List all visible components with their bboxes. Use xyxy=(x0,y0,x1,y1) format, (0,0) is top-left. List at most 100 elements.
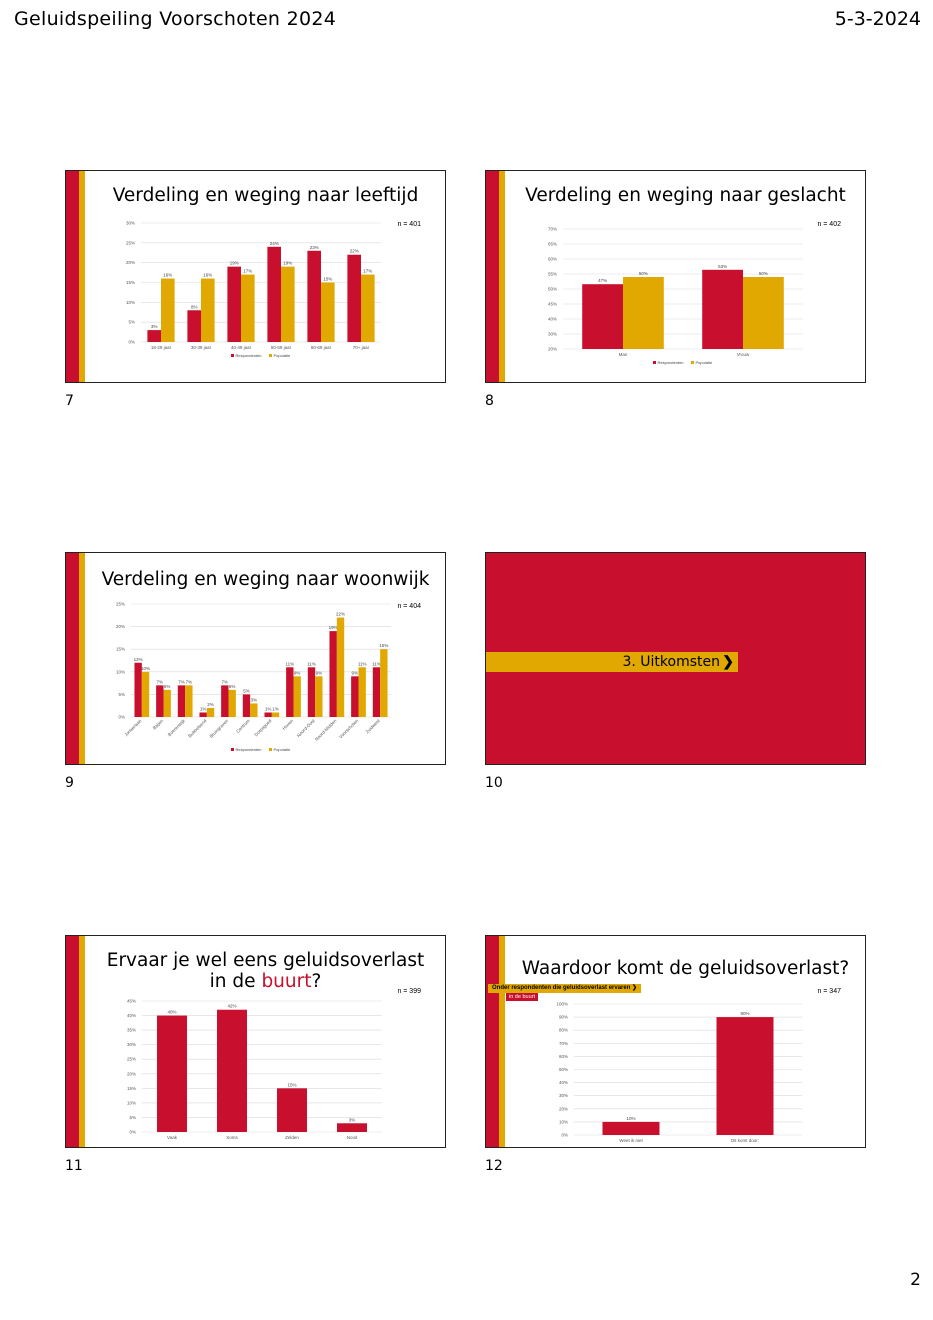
legend-label: Populatie xyxy=(274,353,291,358)
y-tick-label: 70% xyxy=(559,1041,568,1046)
x-tick-label: Weet ik niet xyxy=(619,1138,643,1143)
chevron-right-icon: ❯ xyxy=(632,985,638,991)
slide-accent-red xyxy=(66,936,79,1147)
district-chart: 0%5%10%15%20%25%12%10%Jonkerlaan7%6%Balj… xyxy=(116,602,391,752)
bar-series2 xyxy=(358,667,366,717)
y-tick-label: 0% xyxy=(561,1133,568,1138)
data-label: 53% xyxy=(718,264,727,269)
bar-series1 xyxy=(286,667,294,717)
bar-series1 xyxy=(307,250,321,342)
title-text: ? xyxy=(311,971,322,992)
sample-size: n = 404 xyxy=(397,603,421,610)
y-tick-label: 5% xyxy=(129,1115,136,1120)
data-label: 22% xyxy=(350,249,359,254)
y-tick-label: 10% xyxy=(559,1119,568,1124)
bar-series1 xyxy=(221,685,229,717)
y-tick-label: 25% xyxy=(116,602,125,607)
data-label: 7% xyxy=(178,679,185,684)
bar-series1 xyxy=(157,1015,187,1132)
slide-number: 8 xyxy=(485,393,494,409)
legend-swatch xyxy=(231,354,234,357)
legend-swatch xyxy=(269,354,272,357)
slide-title-line1: Ervaar je wel eens geluidsoverlast xyxy=(106,950,425,971)
y-tick-label: 30% xyxy=(559,1093,568,1098)
slide-accent-red xyxy=(66,553,79,764)
slide-accent-gold xyxy=(79,171,85,382)
slide-number: 9 xyxy=(65,775,74,791)
gender-chart: 20% 30% 40% 45% 50% 55% 60% 65% 70% 47% 50% Man 53% 5… xyxy=(548,227,803,365)
x-tick-label: Hoven xyxy=(281,718,294,731)
slide-accent-gold xyxy=(499,936,505,1147)
data-label: 11% xyxy=(307,661,316,666)
slide-title: Verdeling en weging naar leeftijd xyxy=(112,185,419,206)
sample-size: n = 399 xyxy=(397,988,421,995)
slide-title: Waardoor komt de geluidsoverlast? xyxy=(521,958,850,979)
page-header-title: Geluidspeiling Voorschoten 2024 xyxy=(14,8,337,30)
slide-title: Verdeling en weging naar geslacht xyxy=(525,185,846,206)
y-tick-label: 45% xyxy=(548,302,557,307)
data-label: 12% xyxy=(134,657,143,662)
data-label: 11% xyxy=(372,661,381,666)
bar-series1 xyxy=(147,330,161,342)
bar-series1 xyxy=(156,685,164,717)
bar-series1 xyxy=(351,676,359,717)
y-tick-label: 0% xyxy=(128,340,135,345)
data-label: 42% xyxy=(227,1004,236,1009)
data-label: 11% xyxy=(285,661,294,666)
sample-size: n = 401 xyxy=(397,221,421,228)
y-tick-label: 40% xyxy=(559,1080,568,1085)
sample-size: n = 402 xyxy=(817,221,841,228)
legend-label: Populatie xyxy=(696,360,713,365)
legend-swatch xyxy=(691,361,694,364)
y-tick-label: 80% xyxy=(559,1028,568,1033)
data-label: 17% xyxy=(243,269,252,274)
title-highlight: buurt xyxy=(261,971,312,992)
y-tick-label: 40% xyxy=(548,317,557,322)
bar-series1 xyxy=(347,254,361,342)
y-tick-label: 10% xyxy=(127,1100,136,1105)
bar-series1 xyxy=(372,667,381,717)
bar-series1 xyxy=(227,266,241,342)
slide-number: 7 xyxy=(65,393,74,409)
data-label: 16% xyxy=(163,273,172,278)
nuisance-cause-chart: 0% 10% 20% 30% 40% 50% 60% 70% 80% 90% 100% 10% Weet… xyxy=(556,1002,802,1143)
legend-swatch xyxy=(653,361,656,364)
bar-series1 xyxy=(702,269,743,349)
data-label: 7% xyxy=(186,679,193,684)
data-label: 9% xyxy=(316,670,323,675)
bar-series1 xyxy=(337,1123,367,1132)
bar-series2 xyxy=(743,277,784,349)
bar-series1 xyxy=(277,1088,307,1132)
y-tick-label: 20% xyxy=(126,260,135,265)
x-tick-label: Jonkerlaan xyxy=(123,718,142,737)
slide-title: Ervaar je wel eens geluidsoverlast in de… xyxy=(86,950,445,992)
slide-accent-gold xyxy=(79,553,85,764)
x-tick-label: Man xyxy=(619,352,628,357)
legend-label: Respondenten xyxy=(658,360,684,365)
x-tick-label: Zelden xyxy=(285,1135,299,1140)
bar-series1 xyxy=(217,1009,247,1132)
y-tick-label: 30% xyxy=(127,1042,136,1047)
data-label: 50% xyxy=(759,271,768,276)
slide-number: 11 xyxy=(65,1158,83,1174)
x-tick-label: 40-49 jaar xyxy=(231,345,252,350)
y-tick-label: 20% xyxy=(127,1071,136,1076)
bar-series2 xyxy=(201,278,215,342)
y-tick-label: 15% xyxy=(126,280,135,285)
x-tick-label: 60-69 jaar xyxy=(311,345,332,350)
slide-accent-gold xyxy=(499,171,505,382)
bar-series1 xyxy=(307,667,316,717)
y-tick-label: 0% xyxy=(129,1130,136,1135)
data-label: 47% xyxy=(598,278,607,283)
bar-series2 xyxy=(281,266,295,342)
slide-10: 3. Uitkomsten ❯ xyxy=(485,552,866,765)
bar-series2 xyxy=(623,277,664,349)
data-label: 3% xyxy=(349,1117,356,1122)
x-tick-label: Noord-Oost xyxy=(296,718,317,739)
y-tick-label: 55% xyxy=(548,272,557,277)
bar-series2 xyxy=(293,676,301,717)
slide-9: Verdeling en weging naar woonwijk n = 40… xyxy=(65,552,446,765)
bar-series2 xyxy=(185,685,193,717)
x-tick-label: Dit komt door: xyxy=(731,1138,759,1143)
title-text: in de xyxy=(209,971,262,992)
